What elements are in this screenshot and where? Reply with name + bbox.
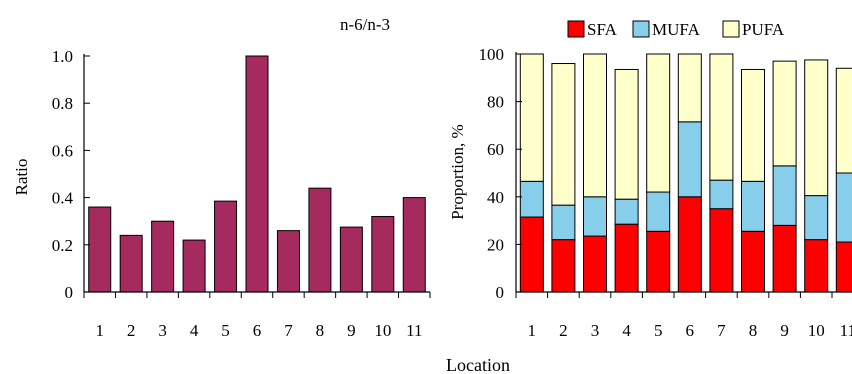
stacked-bar-segment-sfa: [646, 230, 671, 293]
ratio-x-tick-label: 5: [221, 321, 230, 340]
ratio-x-tick-label: 4: [190, 321, 199, 340]
ratio-y-tick-label: 0.2: [52, 236, 73, 255]
legend-swatch-mufa: [632, 20, 650, 38]
stacked-bar-segment-sfa: [835, 241, 852, 293]
proportion-y-tick-label: 40: [487, 188, 504, 207]
proportion-y-tick-label: 60: [487, 140, 504, 159]
ratio-bar: [371, 215, 395, 293]
stacked-bar-segment-pufa: [772, 60, 797, 167]
stacked-bar-segment-pufa: [646, 53, 671, 193]
ratio-y-tick-label: 0.8: [52, 94, 73, 113]
ratio-chart-axes: 1 2 3 4 5 6 7 8 9 10 11 0 0.2 0.4 0.6 0.8 1.0: [52, 47, 431, 340]
ratio-x-tick-label: 8: [316, 321, 325, 340]
stacked-bar-segment-sfa: [583, 235, 607, 293]
legend-label-pufa: PUFA: [742, 20, 785, 39]
ratio-bar: [151, 220, 175, 293]
proportion-x-tick-label: 2: [559, 321, 568, 340]
stacked-bar-segment-mufa: [772, 165, 797, 226]
stacked-bar-segment-mufa: [551, 204, 576, 241]
legend: SFA MUFA PUFA: [567, 20, 785, 39]
stacked-bar-segment-pufa: [677, 53, 702, 123]
legend-swatch-pufa: [722, 20, 740, 38]
proportion-chart-axes: 1 2 3 4 5 6 7 8 9 10 11 0 20 40 60 80 100: [479, 45, 852, 340]
proportion-x-tick-label: 11: [840, 321, 852, 340]
stacked-bar-segment-pufa: [519, 53, 544, 182]
ratio-x-tick-label: 11: [406, 321, 422, 340]
stacked-bar-segment-pufa: [583, 53, 607, 198]
proportion-chart: SFA MUFA PUFA Proportion, % 1 2 3 4 5 6 7 8 9 10 11 0…: [448, 20, 852, 340]
legend-label-sfa: SFA: [587, 20, 618, 39]
ratio-bar: [245, 55, 269, 293]
proportion-x-tick-label: 8: [749, 321, 758, 340]
proportion-x-tick-label: 5: [654, 321, 663, 340]
proportion-y-tick-label: 20: [487, 235, 504, 254]
proportion-x-tick-label: 3: [591, 321, 600, 340]
proportion-y-tick-label: 100: [479, 45, 505, 64]
ratio-x-tick-label: 3: [158, 321, 167, 340]
ratio-y-tick-label: 0.4: [52, 189, 74, 208]
ratio-chart-y-axis-label: Ratio: [12, 159, 31, 196]
proportion-x-tick-label: 4: [622, 321, 631, 340]
stacked-bar-segment-pufa: [614, 68, 639, 200]
ratio-y-tick-label: 1.0: [52, 47, 73, 66]
stacked-bar-segment-mufa: [677, 121, 702, 198]
proportion-x-tick-label: 1: [528, 321, 537, 340]
stacked-bar-segment-mufa: [741, 180, 765, 232]
ratio-chart: n-6/n-3 Ratio 1 2 3 4 5 6 7 8 9 10 11 0 0.2 0.4 0.6 0.8…: [12, 15, 431, 340]
proportion-x-tick-label: 9: [780, 321, 789, 340]
stacked-bar-segment-sfa: [519, 216, 544, 293]
ratio-bar: [402, 197, 426, 293]
ratio-x-tick-label: 9: [347, 321, 356, 340]
stacked-bar-segment-pufa: [835, 67, 852, 174]
ratio-x-tick-label: 6: [253, 321, 262, 340]
proportion-chart-y-axis-label: Proportion, %: [448, 124, 467, 219]
stacked-bar-segment-pufa: [551, 63, 576, 206]
ratio-x-tick-label: 2: [127, 321, 136, 340]
stacked-bar-segment-mufa: [709, 179, 734, 210]
proportion-bars: [519, 53, 852, 293]
proportion-y-tick-label: 80: [487, 93, 504, 112]
ratio-bar: [182, 239, 206, 293]
stacked-bar-segment-sfa: [614, 223, 639, 293]
ratio-bars: [88, 55, 426, 293]
legend-label-mufa: MUFA: [652, 20, 701, 39]
shared-x-axis-label: Location: [446, 355, 510, 374]
stacked-bar-segment-mufa: [835, 172, 852, 243]
proportion-x-tick-label: 6: [686, 321, 695, 340]
ratio-x-tick-label: 7: [284, 321, 293, 340]
ratio-chart-title: n-6/n-3: [340, 15, 390, 34]
ratio-y-tick-label: 0.6: [52, 141, 73, 160]
ratio-bar: [339, 226, 363, 293]
stacked-bar-segment-sfa: [709, 208, 734, 293]
ratio-bar: [88, 206, 112, 293]
stacked-bar-segment-sfa: [741, 230, 765, 293]
stacked-bar-segment-pufa: [709, 53, 734, 181]
ratio-bar: [119, 234, 143, 293]
stacked-bar-segment-pufa: [804, 59, 829, 197]
proportion-x-tick-label: 7: [717, 321, 726, 340]
stacked-bar-segment-pufa: [741, 68, 765, 182]
ratio-bar: [214, 200, 238, 293]
stacked-bar-segment-mufa: [583, 196, 607, 237]
stacked-bar-segment-mufa: [646, 191, 671, 232]
proportion-y-tick-label: 0: [496, 283, 505, 302]
ratio-bar: [276, 230, 300, 293]
ratio-y-tick-label: 0: [65, 283, 74, 302]
stacked-bar-segment-sfa: [551, 239, 576, 293]
ratio-bar: [308, 187, 332, 293]
proportion-x-tick-label: 10: [808, 321, 825, 340]
stacked-bar-segment-mufa: [519, 180, 544, 218]
stacked-bar-segment-sfa: [677, 196, 702, 293]
stacked-bar-segment-mufa: [804, 195, 829, 241]
ratio-x-tick-label: 1: [95, 321, 104, 340]
stacked-bar-segment-sfa: [804, 239, 829, 293]
ratio-x-tick-label: 10: [374, 321, 391, 340]
stacked-bar-segment-mufa: [614, 198, 639, 225]
stacked-bar-segment-sfa: [772, 224, 797, 293]
legend-swatch-sfa: [567, 20, 585, 38]
